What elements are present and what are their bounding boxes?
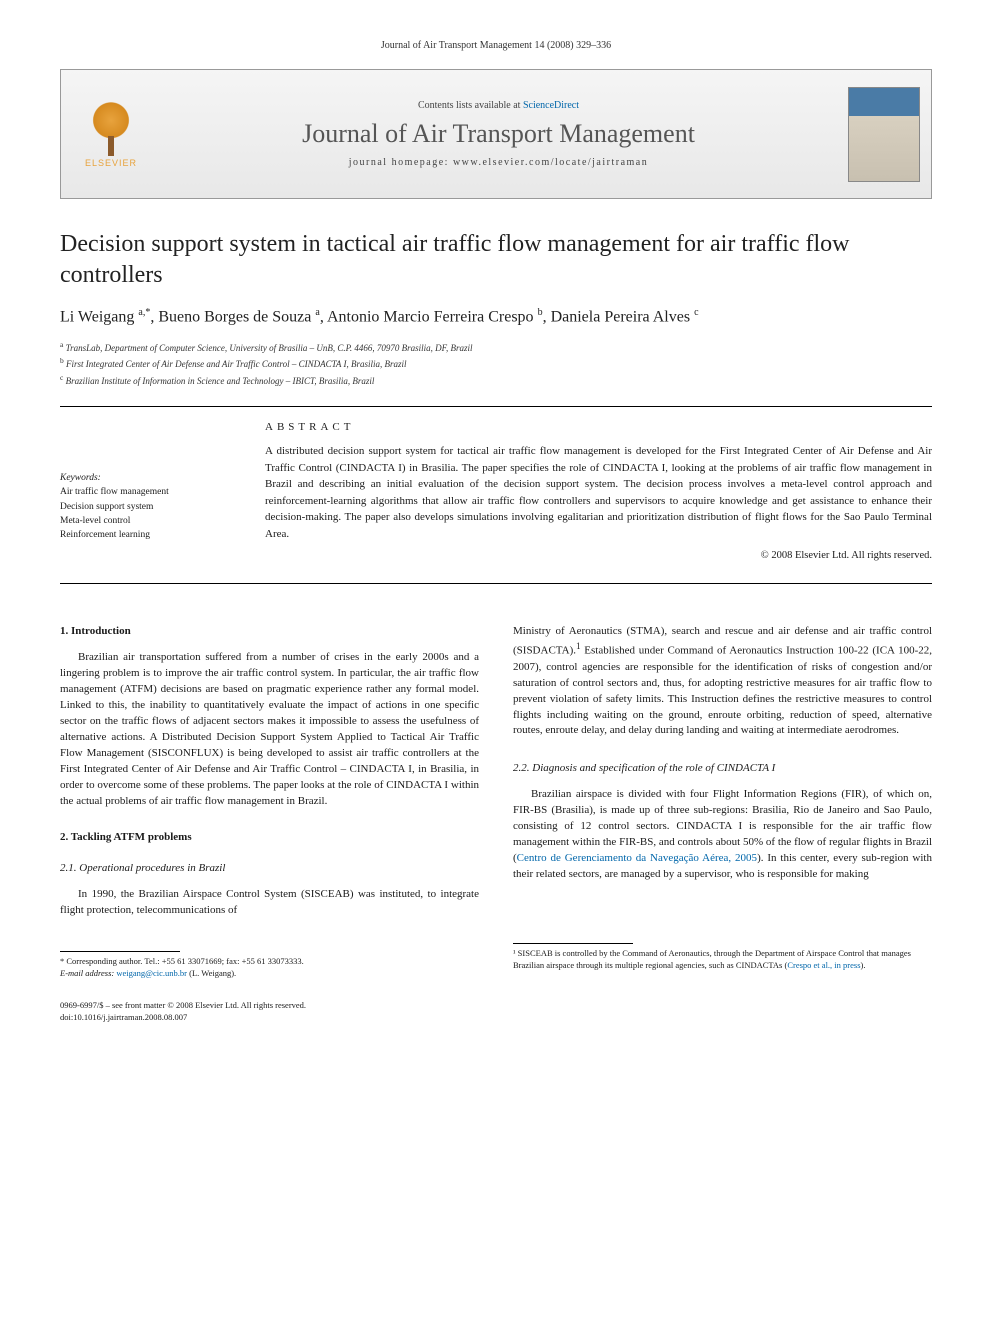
affiliation-line: b First Integrated Center of Air Defense…	[60, 355, 932, 372]
col2-post: Established under Command of Aeronautics…	[513, 645, 932, 737]
footnote-1: ¹ SISCEAB is controlled by the Command o…	[513, 948, 932, 972]
email-note: E-mail address: weigang@cic.unb.br (L. W…	[60, 968, 479, 980]
banner-center: Contents lists available at ScienceDirec…	[161, 70, 836, 198]
journal-banner: ELSEVIER Contents lists available at Sci…	[60, 69, 932, 199]
keyword-item: Reinforcement learning	[60, 528, 235, 542]
body-columns: 1. Introduction Brazilian air transporta…	[60, 624, 932, 1024]
keyword-item: Meta-level control	[60, 514, 235, 528]
corresponding-author-note: * Corresponding author. Tel.: +55 61 330…	[60, 956, 479, 968]
citation-link[interactable]: Centro de Gerenciamento da Navegação Aér…	[517, 852, 757, 864]
issn-line: 0969-6997/$ – see front matter © 2008 El…	[60, 1000, 479, 1012]
affiliation-line: a TransLab, Department of Computer Scien…	[60, 339, 932, 356]
doi-line: doi:10.1016/j.jairtraman.2008.08.007	[60, 1012, 479, 1024]
sciencedirect-link[interactable]: ScienceDirect	[523, 100, 579, 111]
bottom-info: 0969-6997/$ – see front matter © 2008 El…	[60, 1000, 479, 1024]
section-2-head: 2. Tackling ATFM problems	[60, 830, 479, 846]
homepage-line: journal homepage: www.elsevier.com/locat…	[349, 157, 649, 168]
abstract-text: A distributed decision support system fo…	[265, 443, 932, 542]
left-column: 1. Introduction Brazilian air transporta…	[60, 624, 479, 1024]
email-suffix: (L. Weigang).	[187, 968, 236, 978]
publisher-name: ELSEVIER	[85, 158, 137, 168]
contents-prefix: Contents lists available at	[418, 100, 523, 111]
contents-line: Contents lists available at ScienceDirec…	[418, 100, 579, 111]
fn1-post: ).	[861, 960, 866, 970]
keyword-item: Decision support system	[60, 500, 235, 514]
abstract-head: ABSTRACT	[265, 421, 932, 433]
section-1-para: Brazilian air transportation suffered fr…	[60, 650, 479, 809]
section-2-1-para: In 1990, the Brazilian Airspace Control …	[60, 887, 479, 919]
right-footnotes: ¹ SISCEAB is controlled by the Command o…	[513, 943, 932, 972]
keywords-list: Air traffic flow managementDecision supp…	[60, 485, 235, 542]
article-title: Decision support system in tactical air …	[60, 229, 932, 291]
section-1-head: 1. Introduction	[60, 624, 479, 640]
footnote-separator-right	[513, 943, 633, 944]
footnote-separator	[60, 951, 180, 952]
affiliation-line: c Brazilian Institute of Information in …	[60, 372, 932, 389]
section-2-2-head: 2.2. Diagnosis and specification of the …	[513, 761, 932, 777]
right-column: Ministry of Aeronautics (STMA), search a…	[513, 624, 932, 1024]
email-label: E-mail address:	[60, 968, 116, 978]
section-2-2-para: Brazilian airspace is divided with four …	[513, 787, 932, 883]
left-footnotes: * Corresponding author. Tel.: +55 61 330…	[60, 951, 479, 980]
authors-line: Li Weigang a,*, Bueno Borges de Souza a,…	[60, 307, 932, 326]
keyword-item: Air traffic flow management	[60, 485, 235, 499]
separator-rule	[60, 406, 932, 407]
affiliations: a TransLab, Department of Computer Scien…	[60, 339, 932, 389]
abstract-column: ABSTRACT A distributed decision support …	[265, 421, 932, 561]
publisher-logo-box: ELSEVIER	[61, 70, 161, 198]
cover-box	[836, 70, 931, 198]
homepage-prefix: journal homepage:	[349, 157, 453, 168]
section-2-1-head: 2.1. Operational procedures in Brazil	[60, 861, 479, 877]
homepage-url: www.elsevier.com/locate/jairtraman	[453, 157, 648, 168]
running-head: Journal of Air Transport Management 14 (…	[60, 40, 932, 51]
keywords-head: Keywords:	[60, 471, 235, 485]
abstract-copyright: © 2008 Elsevier Ltd. All rights reserved…	[265, 550, 932, 561]
separator-rule-2	[60, 583, 932, 584]
email-link[interactable]: weigang@cic.unb.br	[116, 968, 187, 978]
fn1-citation-link[interactable]: Crespo et al., in press	[787, 960, 860, 970]
journal-cover-thumbnail	[848, 87, 920, 182]
journal-name: Journal of Air Transport Management	[302, 119, 695, 149]
col2-continuation: Ministry of Aeronautics (STMA), search a…	[513, 624, 932, 739]
elsevier-logo: ELSEVIER	[76, 94, 146, 174]
keywords-column: Keywords: Air traffic flow managementDec…	[60, 421, 235, 561]
elsevier-tree-icon	[86, 101, 136, 156]
abstract-section: Keywords: Air traffic flow managementDec…	[60, 421, 932, 561]
